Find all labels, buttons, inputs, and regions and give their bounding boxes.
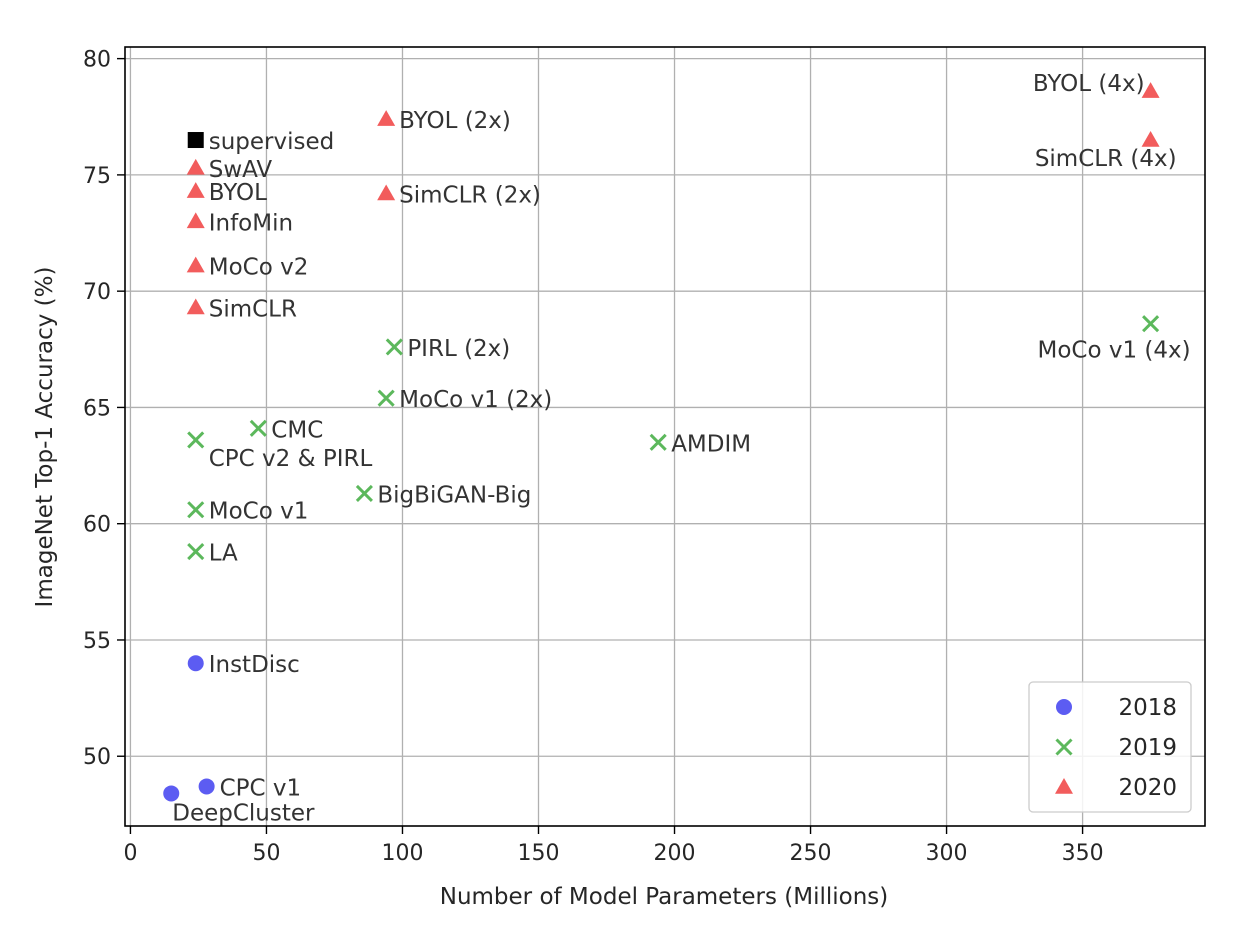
point-pirl-2x: [385, 338, 403, 356]
y-tick-label: 75: [83, 164, 111, 189]
label-byol-4x: BYOL (4x): [1033, 71, 1145, 97]
label-bigbigan-big: BigBiGAN-Big: [377, 482, 531, 508]
point-cpc-v2-pirl: [187, 431, 205, 449]
y-tick-label: 60: [83, 513, 111, 538]
point-moco-v1: [187, 501, 205, 519]
point-byol-2x: [377, 110, 396, 126]
point-moco-v1-4x: [1142, 315, 1160, 333]
point-supervised: [187, 132, 204, 149]
x-tick-label: 100: [381, 841, 423, 866]
legend-label-2020: 2020: [1118, 775, 1177, 801]
label-la: LA: [209, 541, 238, 567]
legend-label-2019: 2019: [1118, 735, 1177, 761]
x-tick-label: 200: [654, 841, 696, 866]
label-moco-v1-4x: MoCo v1 (4x): [1037, 338, 1190, 364]
y-tick-label: 55: [83, 629, 111, 654]
y-tick-label: 80: [83, 48, 111, 73]
point-swav: [186, 158, 205, 175]
grid-lines: [125, 47, 1205, 826]
legend-marker-2019: [1055, 738, 1073, 756]
point-moco-v1-2x: [377, 389, 395, 407]
data-points: [163, 82, 1160, 802]
legend-marker-2018: [1056, 699, 1072, 715]
label-byol: BYOL: [209, 180, 267, 206]
point-deepcluster: [163, 785, 180, 802]
point-infomin: [186, 212, 205, 229]
x-tick-label: 50: [252, 841, 280, 866]
point-simclr-4x: [1141, 131, 1160, 147]
point-la: [187, 543, 205, 561]
label-simclr-2x: SimCLR (2x): [399, 182, 541, 208]
x-tick-label: 0: [123, 841, 137, 866]
x-tick-label: 350: [1062, 841, 1104, 866]
point-cpc-v1: [198, 778, 215, 795]
label-pirl-2x: PIRL (2x): [407, 336, 510, 362]
x-tick-label: 300: [926, 841, 968, 866]
point-simclr-2x: [377, 184, 396, 201]
legend: 2018 2019 2020: [1028, 681, 1192, 813]
point-simclr: [186, 298, 205, 315]
x-tick-label: 150: [518, 841, 560, 866]
y-tick-label: 50: [83, 745, 111, 770]
y-axis-label: ImageNet Top-1 Accuracy (%): [32, 267, 58, 608]
label-amdim: AMDIM: [671, 431, 751, 457]
plot-frame: [124, 46, 1206, 827]
point-byol: [186, 182, 205, 198]
x-axis-ticks: 0 50 100 150 200 250 300 350: [123, 826, 1104, 866]
label-supervised: supervised: [209, 129, 335, 155]
label-simclr-4x: SimCLR (4x): [1035, 146, 1177, 172]
label-deepcluster: DeepCluster: [172, 800, 315, 826]
label-byol-2x: BYOL (2x): [399, 108, 511, 134]
label-swav: SwAV: [209, 157, 273, 183]
legend-box: [1028, 681, 1192, 813]
label-moco-v1-2x: MoCo v1 (2x): [399, 387, 552, 413]
label-simclr: SimCLR: [209, 296, 297, 322]
label-moco-v1: MoCo v1: [209, 499, 309, 525]
y-tick-label: 70: [83, 280, 111, 305]
legend-label-2018: 2018: [1118, 695, 1177, 721]
label-infomin: InfoMin: [209, 210, 293, 236]
point-instdisc: [187, 655, 204, 672]
label-moco-v2: MoCo v2: [209, 255, 309, 281]
y-tick-label: 65: [83, 396, 111, 421]
point-bigbigan-big: [355, 484, 373, 503]
point-cmc: [249, 419, 267, 437]
legend-marker-2020: [1055, 778, 1073, 794]
y-axis-ticks: 50 55 60 65 70 75 80: [83, 48, 125, 770]
point-amdim: [649, 433, 667, 451]
point-byol-4x: [1141, 82, 1160, 98]
label-cpc-v2-pirl: CPC v2 & PIRL: [209, 446, 373, 472]
label-cmc: CMC: [271, 417, 323, 443]
label-instdisc: InstDisc: [209, 652, 300, 678]
x-axis-label: Number of Model Parameters (Millions): [440, 884, 889, 910]
label-cpc-v1: CPC v1: [220, 775, 302, 801]
x-tick-label: 250: [790, 841, 832, 866]
point-moco-v2: [186, 256, 205, 273]
